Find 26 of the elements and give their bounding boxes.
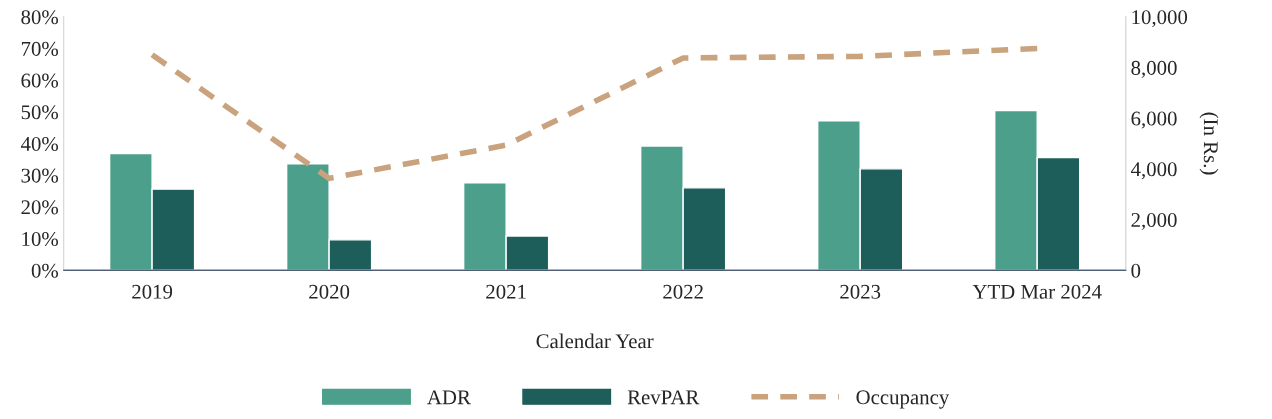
x-tick-label: 2020 <box>309 284 350 299</box>
y2-tick-label: 2,000 <box>1131 212 1177 230</box>
x-tick-label: 2019 <box>132 284 173 299</box>
legend-label: ADR <box>427 390 471 405</box>
y-tick-label: 30% <box>21 168 59 183</box>
y-tick-label: 60% <box>21 73 59 88</box>
y-tick-label: 10% <box>22 231 59 247</box>
y-tick-label: 50% <box>21 105 59 120</box>
x-tick-label: 2023 <box>840 284 881 299</box>
y2-tick-label: 10,000 <box>1132 10 1188 28</box>
y-tick-label: 0% <box>31 263 59 278</box>
y2-axis-title: (In Rs.) <box>1199 112 1219 175</box>
x-axis-title: Calendar Year <box>536 333 654 349</box>
y2-tick-label: 8,000 <box>1131 60 1177 78</box>
y-tick-label: 20% <box>21 200 59 215</box>
y-tick-label: 80% <box>21 10 59 25</box>
y-tick-label: 40% <box>20 136 59 152</box>
y-tick-label: 70% <box>21 41 59 56</box>
x-tick-label: 2022 <box>663 284 703 299</box>
y2-tick-label: 6,000 <box>1131 111 1177 129</box>
x-tick-label: 2021 <box>486 284 526 299</box>
legend-label: Occupancy <box>856 390 950 409</box>
y2-tick-label: 0 <box>1131 263 1141 278</box>
y2-tick-label: 4,000 <box>1130 162 1177 180</box>
legend-label: RevPAR <box>627 390 700 405</box>
x-tick-label: YTD Mar 2024 <box>972 284 1102 299</box>
